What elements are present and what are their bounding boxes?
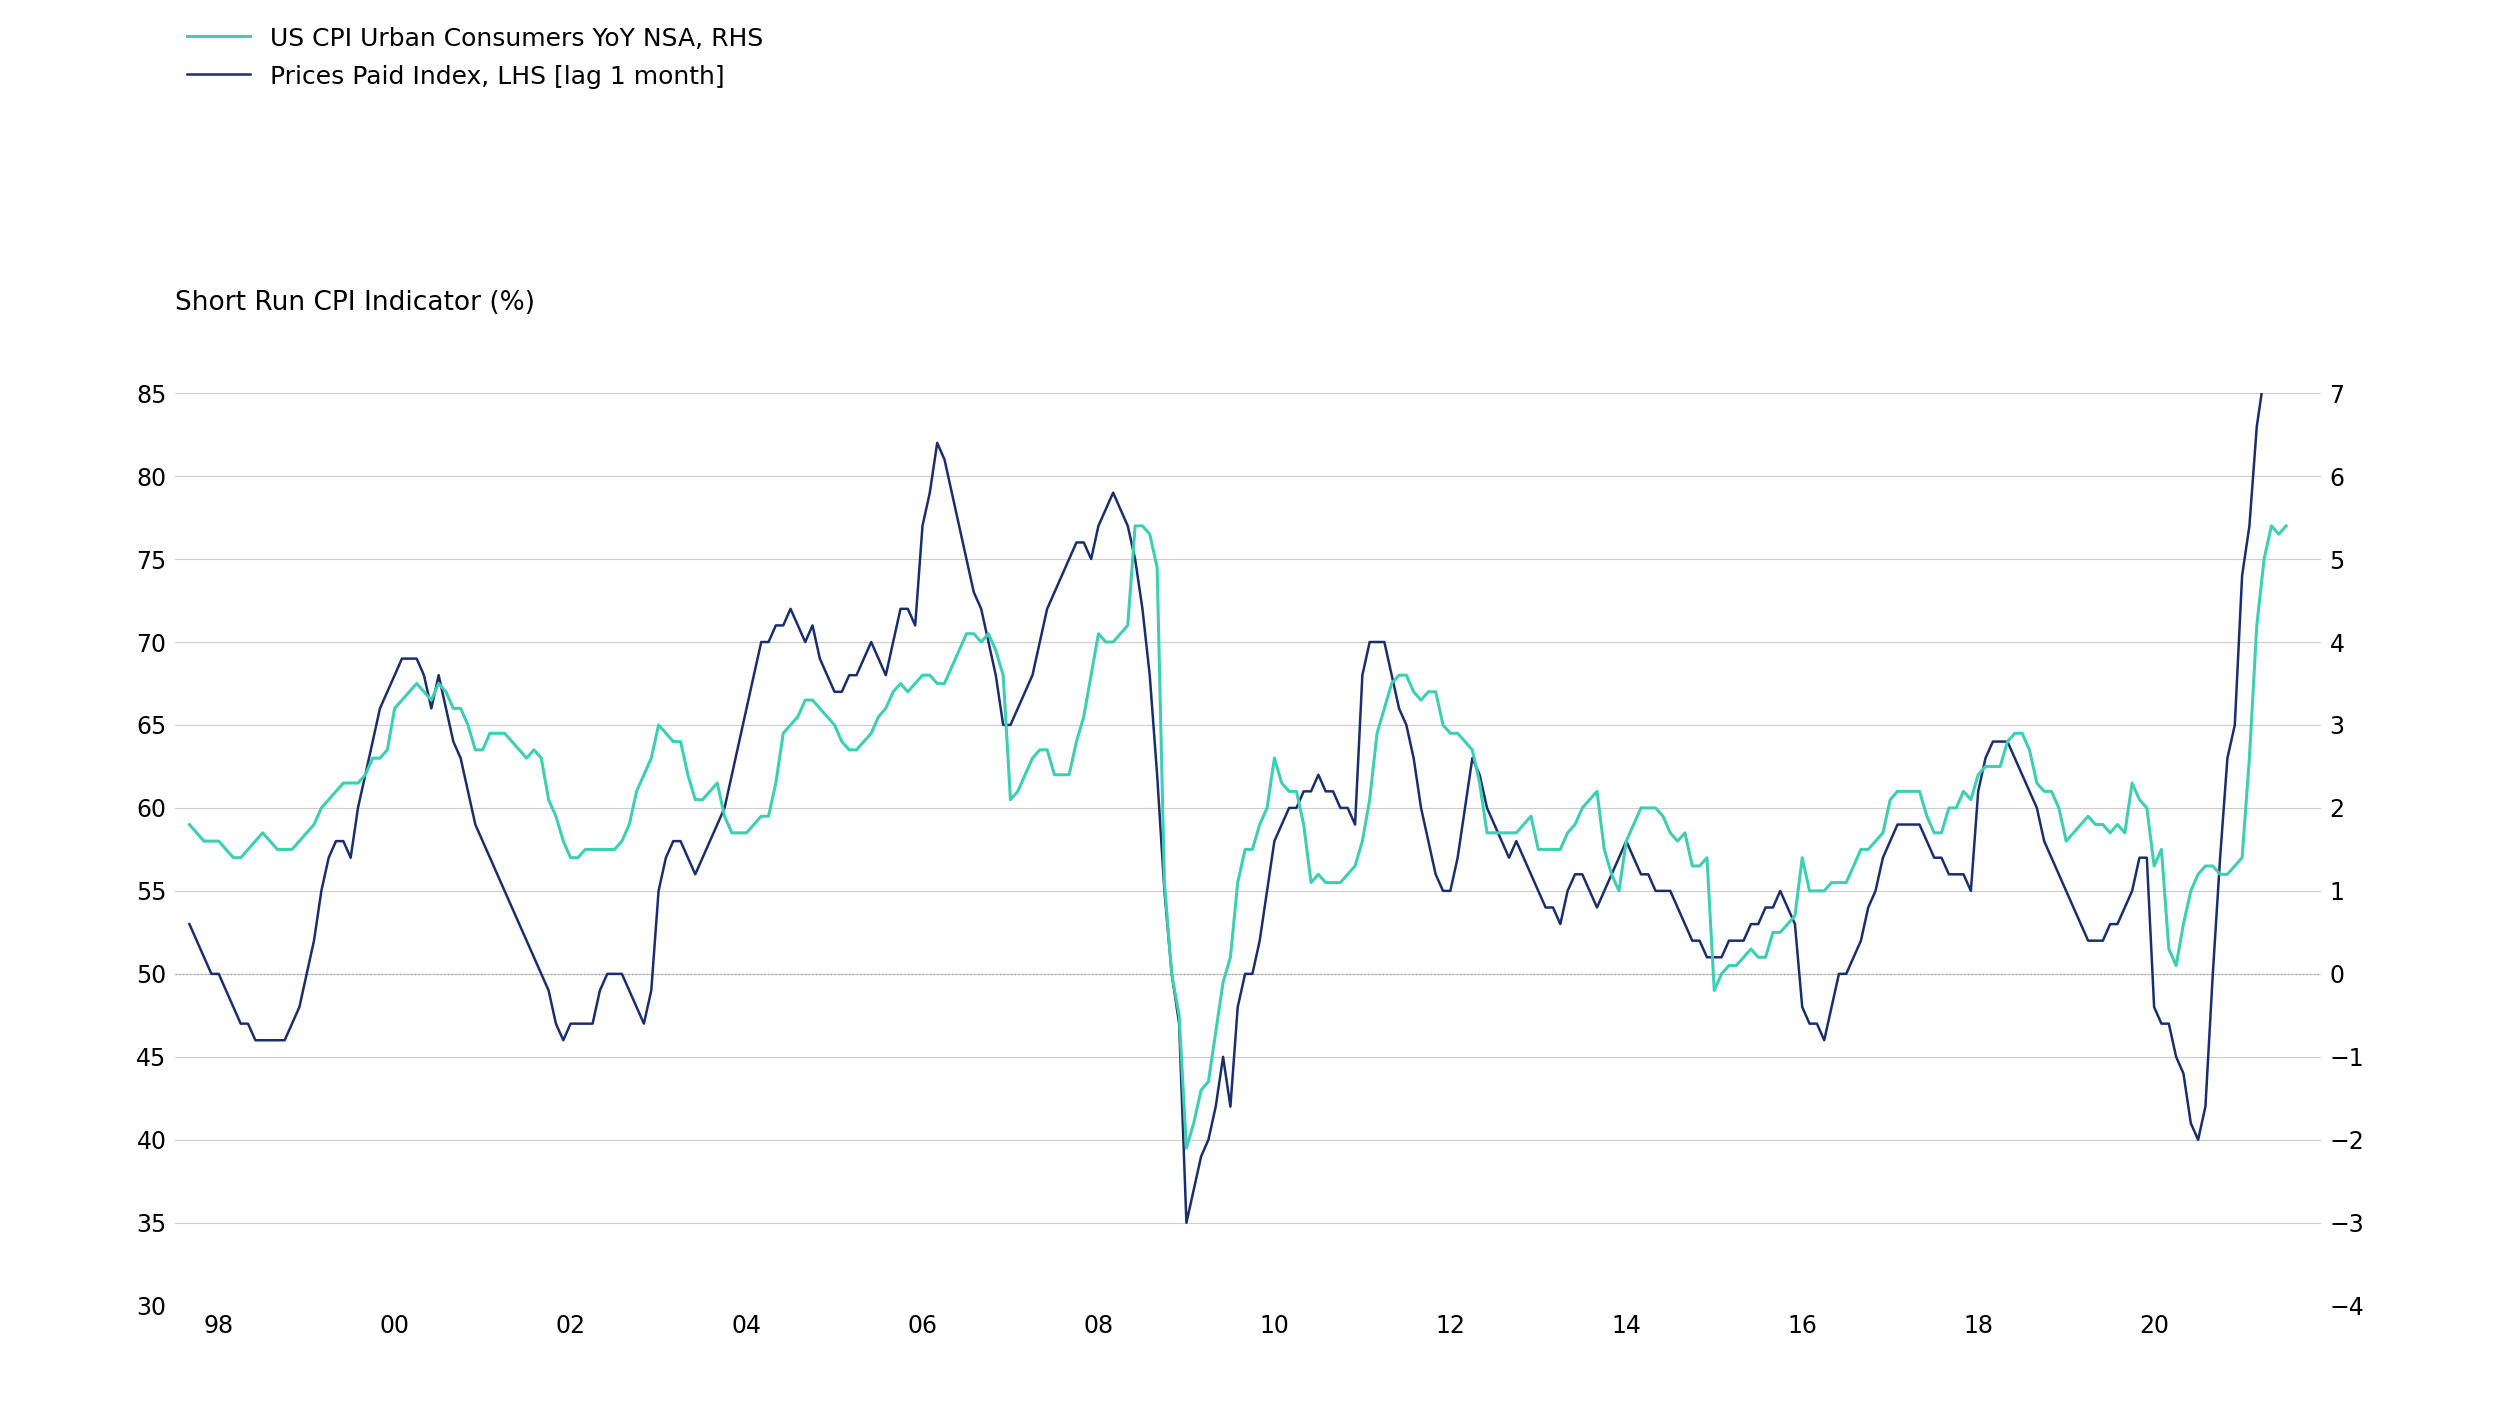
Legend: US CPI Urban Consumers YoY NSA, RHS, Prices Paid Index, LHS [lag 1 month]: US CPI Urban Consumers YoY NSA, RHS, Pri…: [187, 27, 764, 88]
Text: Short Run CPI Indicator (%): Short Run CPI Indicator (%): [175, 289, 534, 316]
